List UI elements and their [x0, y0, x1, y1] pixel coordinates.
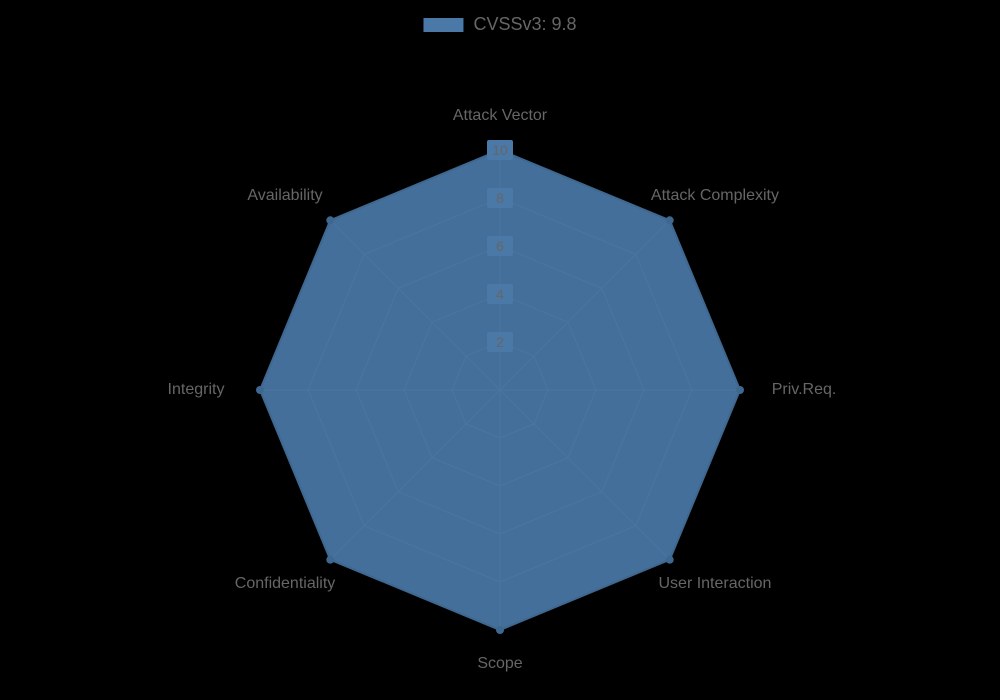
axis-label: Scope [477, 655, 522, 673]
tick-label: 8 [496, 190, 504, 206]
axis-label: Priv.Req. [772, 381, 837, 399]
axis-label: Confidentiality [235, 575, 336, 593]
axis-label: User Interaction [658, 575, 771, 593]
axis-label: Integrity [168, 381, 225, 399]
tick-label: 6 [496, 238, 504, 254]
axis-label: Attack Vector [453, 107, 547, 125]
tick-label: 2 [496, 334, 504, 350]
axis-label: Attack Complexity [651, 187, 779, 205]
axis-label: Availability [247, 187, 322, 205]
tick-label: 4 [496, 286, 504, 302]
radar-chart: CVSSv3: 9.8 Attack VectorAttack Complexi… [0, 0, 1000, 700]
tick-label: 10 [492, 142, 508, 158]
radar-svg [0, 0, 1000, 700]
